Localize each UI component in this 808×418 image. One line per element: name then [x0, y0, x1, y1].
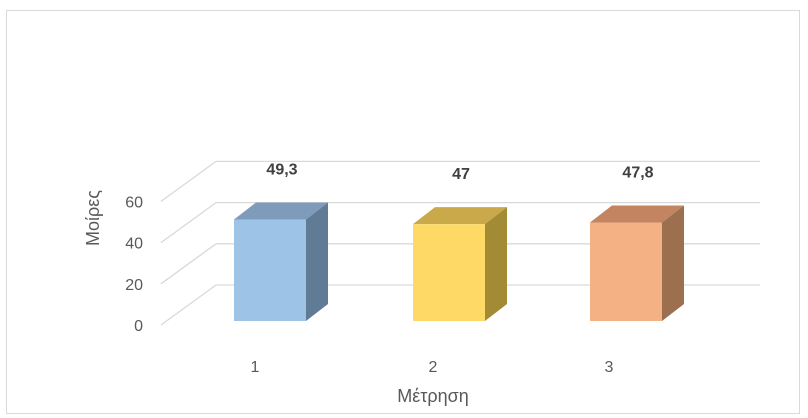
bar-3: [590, 205, 684, 321]
y-tick-label: 0: [134, 318, 143, 335]
bar-front-face: [234, 219, 306, 321]
bar-front-face: [413, 224, 485, 321]
bar-side-face: [485, 207, 507, 321]
x-tick-label: 1: [251, 359, 260, 376]
gridline-diagonal: [160, 160, 217, 202]
bar-top-face: [590, 205, 684, 223]
y-tick-label: 20: [125, 277, 143, 294]
bar-side-face: [662, 205, 684, 321]
gridline-diagonal: [160, 202, 217, 244]
gridline: [160, 160, 760, 202]
bar-1: [234, 202, 328, 321]
bar-top-face: [413, 207, 507, 225]
bars: [234, 202, 684, 321]
data-label: 47,8: [622, 165, 653, 182]
gridline-diagonal: [160, 284, 217, 326]
x-tick-label: 2: [429, 359, 438, 376]
x-axis-title: Μέτρηση: [397, 386, 469, 406]
y-tick-label: 60: [125, 194, 143, 211]
y-tick-label: 40: [125, 236, 143, 253]
bar-front-face: [590, 222, 662, 321]
bar-2: [413, 207, 507, 321]
data-labels: 49,3 47 47,8: [266, 161, 653, 183]
y-axis-ticks: 0 20 40 60: [125, 194, 143, 335]
data-label: 47: [452, 166, 470, 183]
bar-side-face: [306, 202, 328, 321]
gridline-diagonal: [160, 243, 217, 285]
x-tick-label: 3: [605, 359, 614, 376]
y-axis-title: Μοίρες: [83, 190, 103, 246]
x-axis-ticks: 1 2 3: [251, 359, 614, 376]
bar-top-face: [234, 202, 328, 220]
data-label: 49,3: [266, 161, 297, 178]
